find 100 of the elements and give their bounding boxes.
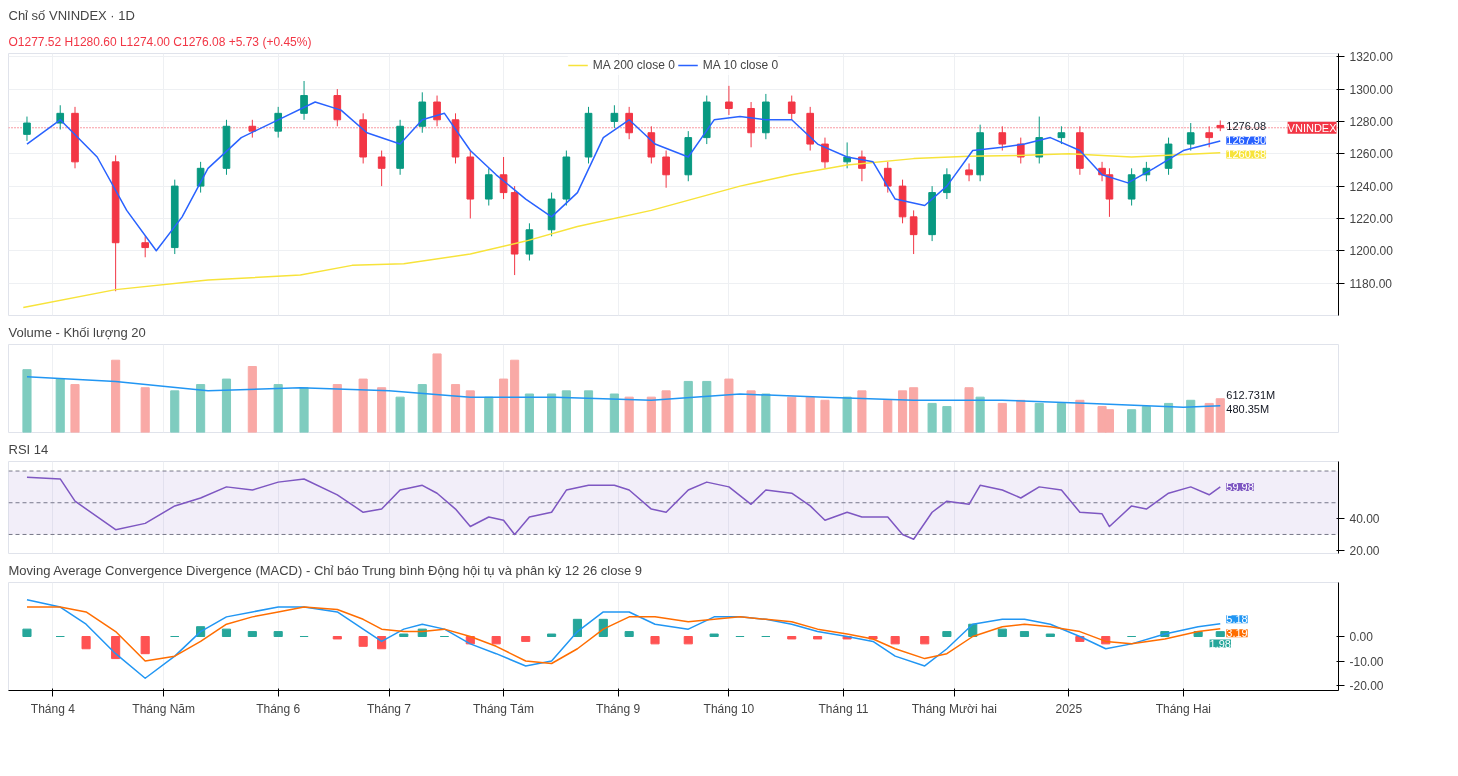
data-label: 3.19 <box>1226 627 1248 640</box>
bar <box>746 390 756 433</box>
bar <box>1141 406 1151 433</box>
bar <box>332 384 342 433</box>
bar <box>484 396 494 433</box>
bar <box>81 636 91 650</box>
bar <box>273 384 283 433</box>
x-tick-label: Tháng Tám <box>472 701 535 716</box>
bar <box>683 636 693 645</box>
candlestick <box>23 116 31 142</box>
y-tick-label: 1240.00 <box>1349 179 1394 194</box>
bar <box>1034 402 1044 433</box>
bar <box>683 380 693 433</box>
bar <box>883 399 893 433</box>
bar <box>927 402 937 433</box>
bar <box>221 628 232 637</box>
candlestick <box>843 141 851 169</box>
bar <box>942 406 952 433</box>
candlestick <box>909 209 918 255</box>
bar <box>702 380 712 433</box>
annotation: 1276.08 <box>1226 120 1267 133</box>
bar <box>1193 631 1203 637</box>
bar <box>909 387 919 433</box>
bar <box>140 387 150 433</box>
bar <box>55 378 65 433</box>
bar <box>299 387 309 433</box>
x-tick-label: Tháng 4 <box>30 701 76 716</box>
x-tick-label: 2025 <box>1055 701 1083 716</box>
candlestick <box>433 95 441 127</box>
candlestick <box>377 150 386 187</box>
bar <box>358 636 368 647</box>
y-tick-label: 20.00 <box>1349 543 1380 558</box>
bar <box>395 396 405 433</box>
data-label: 5.18 <box>1226 613 1248 626</box>
bar <box>997 402 1007 433</box>
bar <box>561 390 571 433</box>
bar <box>661 390 671 433</box>
bar <box>1215 631 1225 637</box>
y-tick-label: 1260.00 <box>1349 147 1394 162</box>
x-tick-label: Tháng Hai <box>1155 701 1212 716</box>
candlestick <box>499 156 508 200</box>
bar <box>273 631 283 637</box>
candlestick <box>1186 122 1195 152</box>
y-tick-label: 1320.00 <box>1349 50 1394 65</box>
bar <box>510 359 520 433</box>
bar <box>890 636 900 645</box>
bar <box>524 393 534 433</box>
bar <box>140 636 150 655</box>
bar <box>498 378 509 433</box>
bar <box>1215 398 1225 433</box>
bar <box>196 384 206 433</box>
bar <box>432 353 442 433</box>
bar <box>1127 409 1137 433</box>
ref-line-label: VNINDEX <box>1287 121 1338 134</box>
bar <box>624 396 634 433</box>
bar <box>221 378 232 433</box>
bar <box>1019 631 1030 637</box>
y-tick-label: 40.00 <box>1349 512 1380 527</box>
bar <box>975 396 985 433</box>
bar <box>491 636 501 645</box>
bar <box>761 393 771 433</box>
candlestick <box>662 150 670 189</box>
bar <box>358 378 368 433</box>
legend-label: MA 200 close 0 <box>592 58 675 72</box>
bar <box>964 387 974 433</box>
bar <box>942 631 952 637</box>
bar <box>1204 402 1214 433</box>
y-tick-label: 1220.00 <box>1349 211 1394 226</box>
bar <box>646 396 656 433</box>
y-tick-label: 1280.00 <box>1349 114 1394 129</box>
x-tick-label: Tháng 7 <box>367 701 412 716</box>
bar <box>583 390 594 433</box>
bar <box>170 390 180 433</box>
bar <box>609 393 619 433</box>
bar <box>399 633 409 637</box>
candlestick <box>300 80 308 121</box>
bar <box>521 636 531 642</box>
bar <box>1163 402 1174 433</box>
bar <box>377 387 387 433</box>
x-tick-label: Tháng Mười hai <box>911 701 997 716</box>
candlestick <box>965 162 973 182</box>
candlestick <box>1205 125 1214 148</box>
bar <box>709 633 719 637</box>
bar <box>111 359 121 433</box>
bar <box>920 636 930 645</box>
bar <box>247 366 257 433</box>
bar <box>842 396 852 433</box>
bar <box>465 390 475 433</box>
x-tick-label: Tháng 6 <box>256 701 301 716</box>
bar <box>787 396 797 433</box>
bar <box>1056 402 1066 433</box>
bar <box>547 393 557 433</box>
x-tick-label: Tháng 11 <box>818 701 869 716</box>
bar <box>857 390 867 433</box>
bar <box>22 628 32 637</box>
data-label: 1.98 <box>1209 637 1231 650</box>
data-label: 1267.90 <box>1226 134 1267 147</box>
bar <box>820 399 830 433</box>
candlestick <box>725 85 733 116</box>
candlestick <box>610 104 619 129</box>
